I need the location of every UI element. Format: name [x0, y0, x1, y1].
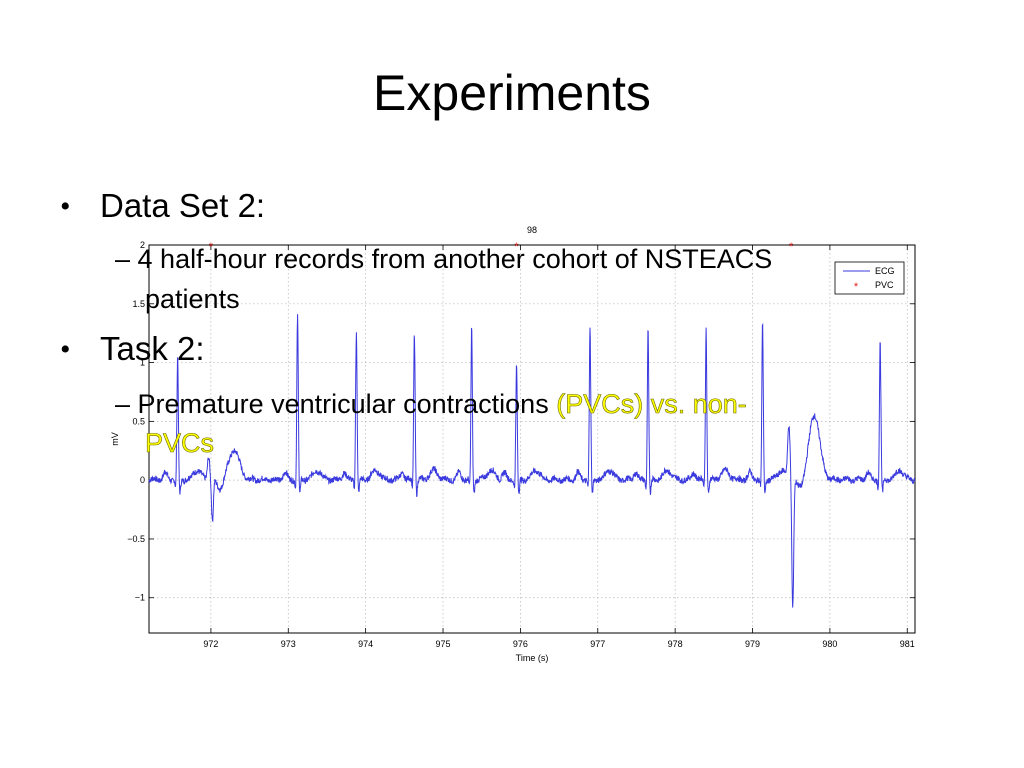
y-tick-label: −0.5 [127, 534, 145, 544]
x-tick-label: 977 [590, 639, 605, 649]
x-tick-label: 979 [745, 639, 760, 649]
y-tick-label: −1 [135, 593, 145, 603]
bullet-2-sub-1-cont: PVCs [145, 428, 215, 459]
bullet-1: Data Set 2: [100, 187, 266, 224]
legend-ecg-label: ECG [875, 266, 895, 276]
x-tick-label: 980 [822, 639, 837, 649]
chart-ticks: 972 973 974 975 976 977 978 979 980 981 −1 −0.5 0 0.5… [127, 240, 915, 649]
bullet-2: Task 2: [100, 330, 205, 367]
ecg-series-line [148, 314, 916, 608]
y-tick-label: 2 [140, 240, 145, 250]
pvc-marker: * [514, 241, 519, 253]
legend-pvc-label: PVC [875, 280, 894, 290]
legend-pvc-swatch: * [854, 281, 859, 293]
bullet-1-sub-1: – 4 half-hour records from another cohor… [115, 244, 773, 274]
x-tick-label: 974 [358, 639, 373, 649]
y-tick-label: 0 [140, 475, 145, 485]
x-axis-label: Time (s) [516, 653, 549, 663]
plot-frame [148, 244, 916, 634]
slide-title: Experiments [373, 65, 651, 121]
pvc-marker: * [209, 241, 214, 253]
chart-legend: ECG * PVC [834, 261, 905, 295]
y-tick-label: 1 [140, 358, 145, 368]
x-tick-label: 981 [900, 639, 915, 649]
legend-box [834, 261, 905, 295]
x-tick-label: 972 [203, 639, 218, 649]
y-tick-label: 1.5 [132, 299, 145, 309]
bullet-dot: • [60, 190, 71, 223]
x-tick-label: 976 [513, 639, 528, 649]
y-tick-label: 0.5 [132, 416, 145, 426]
bullet-1-sub-1-cont: patients [145, 284, 240, 314]
bullet-dot: • [60, 333, 71, 366]
x-tick-label: 973 [281, 639, 296, 649]
chart-title: 98 [527, 225, 537, 235]
x-tick-label: 975 [436, 639, 451, 649]
pvc-markers: * * * [209, 241, 794, 253]
x-tick-label: 978 [668, 639, 683, 649]
pvc-marker: * [789, 241, 794, 253]
chart-grid [149, 244, 915, 633]
y-axis-label: mV [110, 432, 120, 446]
bullet-2-sub-1: – Premature ventricular contractions (PV… [115, 389, 747, 420]
highlight-text: (PVCs) vs. non- [556, 389, 747, 420]
